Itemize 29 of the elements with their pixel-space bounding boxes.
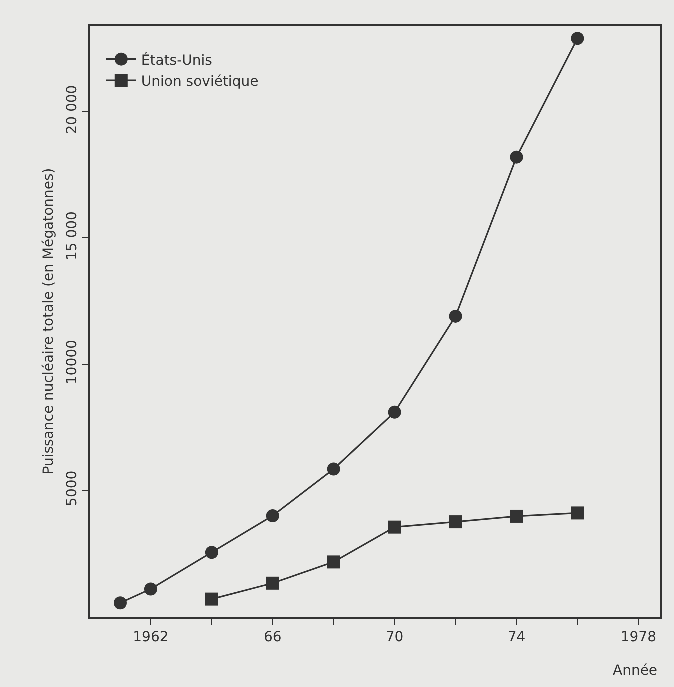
point [266,509,280,522]
point [449,516,462,529]
y-tick-label: 5000 [64,470,81,506]
legend-label: Union soviétique [141,74,259,90]
point [205,546,218,560]
point [144,582,158,596]
y-tick-label: 20 000 [64,85,81,134]
x-tick-label: 70 [386,630,404,646]
point [510,510,524,523]
x-tick-label: 1962 [133,630,169,646]
point [510,150,524,164]
point [388,406,402,419]
x-tick-label: 1978 [620,630,656,646]
point [114,596,127,610]
y-tick-label: 15 000 [64,212,81,261]
point [327,462,340,476]
point [571,32,584,46]
point [266,576,280,590]
y-tick-label: 10000 [64,340,81,385]
point [571,506,584,520]
point [327,556,340,569]
x-axis-title: Année [613,663,658,679]
point [449,310,462,323]
legend-label: États-Unis [141,52,212,69]
x-tick-label: 66 [264,630,282,646]
point [388,520,402,534]
x-tick-label: 74 [508,630,526,646]
point [205,592,218,606]
y-axis-title: Puissance nucléaire totale (en Mégatonnes) [40,168,57,475]
